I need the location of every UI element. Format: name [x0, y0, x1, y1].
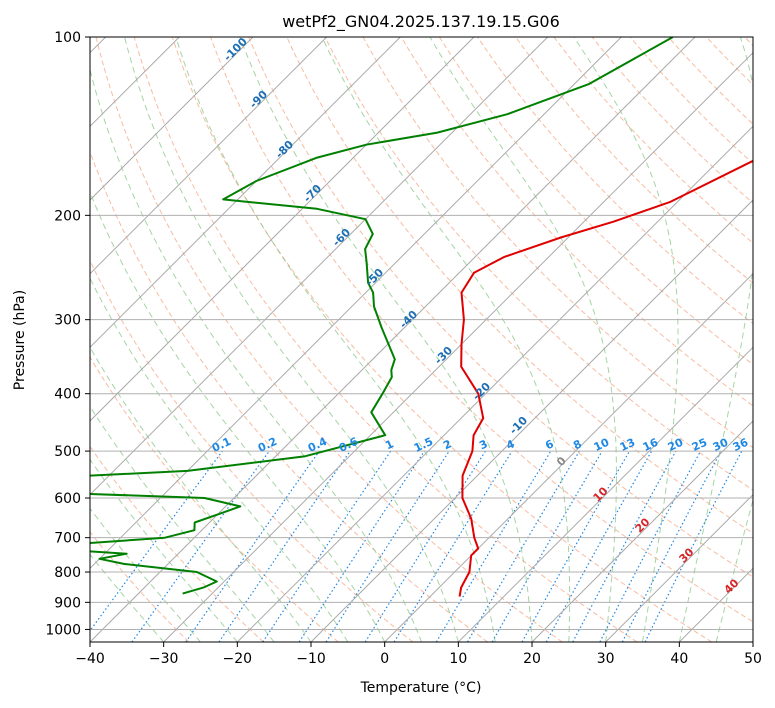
mixing-ratio-label: 30	[711, 436, 731, 454]
mixing-ratio-lines	[90, 450, 743, 642]
moist-adiabat-line	[175, 37, 496, 642]
mixing-ratio-line	[521, 450, 631, 642]
dry-adiabat-line	[133, 37, 638, 642]
dry-adiabat-line	[324, 37, 753, 491]
mixing-ratio-label: 20	[666, 436, 686, 454]
mixing-ratio-label: 16	[641, 436, 661, 454]
moist-adiabat-line	[90, 67, 422, 642]
x-tick-label: −10	[296, 651, 326, 667]
isotherm-line	[90, 37, 475, 422]
y-tick-label: 600	[54, 491, 81, 507]
isotherm-line	[531, 420, 753, 642]
moist-adiabat-line	[90, 507, 201, 642]
mixing-ratio-line	[393, 450, 513, 642]
temperature-profile-line	[458, 159, 753, 597]
moist-adiabat-line	[90, 277, 349, 642]
plot-frame	[89, 36, 754, 643]
x-tick-label: 20	[523, 651, 541, 667]
moist-adiabat-line	[90, 458, 238, 642]
moist-adiabat-line	[90, 405, 275, 642]
x-axis-ticks: −40 −30 −20 −10 0 10 20 30 40 50	[75, 642, 762, 667]
isotherm-line	[605, 493, 753, 642]
dry-adiabat-line	[477, 37, 753, 325]
x-tick-label: −40	[75, 651, 105, 667]
dry-adiabat-line	[286, 37, 753, 534]
mixing-ratio-line	[364, 450, 486, 642]
isotherm-line	[310, 199, 753, 642]
dewpoint-profile-line	[90, 37, 674, 595]
moist-adiabat-line	[573, 37, 679, 642]
x-tick-label: −20	[223, 651, 253, 667]
isotherm-line	[90, 37, 254, 201]
isotherm-line	[163, 51, 753, 642]
dry-adiabat-line	[400, 37, 753, 407]
x-tick-label: 30	[597, 651, 615, 667]
dry-adiabat-line	[90, 150, 488, 642]
mixing-ratio-line	[435, 450, 552, 642]
dry-adiabat-line	[591, 37, 753, 204]
moist-adiabats	[90, 37, 753, 642]
moist-adiabat-line	[90, 553, 165, 642]
isotherm-line	[384, 272, 753, 642]
dry-adiabat-line	[90, 259, 414, 642]
dry-adiabat-line	[90, 356, 339, 642]
dry-adiabat-line	[90, 531, 190, 642]
y-tick-label: 900	[54, 595, 81, 611]
y-tick-label: 300	[54, 313, 81, 329]
y-tick-label: 1000	[45, 622, 81, 638]
isotherm-line	[236, 125, 753, 642]
mixing-ratio-line	[466, 450, 580, 642]
x-tick-label: 10	[449, 651, 467, 667]
x-tick-label: 50	[744, 651, 762, 667]
dry-adiabat-line	[210, 37, 753, 623]
mixing-ratio-line	[572, 450, 677, 642]
moist-adiabat-line	[715, 498, 753, 642]
isotherm-line	[90, 37, 549, 496]
moist-adiabat-line	[124, 37, 459, 642]
x-axis-label: Temperature (°C)	[360, 680, 482, 696]
y-tick-label: 400	[54, 387, 81, 403]
mixing-ratio-line	[185, 450, 320, 642]
chart-title: wetPf2_GN04.2025.137.19.15.G06	[282, 12, 560, 32]
moist-adiabat-line	[429, 37, 617, 642]
x-tick-label: −30	[149, 651, 179, 667]
mixing-ratio-line	[90, 450, 223, 632]
y-tick-label: 100	[54, 30, 81, 46]
y-tick-label: 800	[54, 565, 81, 581]
plot-area: -100-90-80-70-60-50-40-30-20-100.1 0.2 0.4…	[90, 37, 753, 642]
y-tick-label: 200	[54, 208, 81, 224]
dry-adiabat-line	[438, 37, 753, 366]
mixing-ratio-label: 36	[731, 436, 751, 454]
mixing-ratio-line	[131, 450, 270, 642]
isotherm-line	[90, 37, 328, 275]
isotherm-line	[90, 37, 401, 349]
y-tick-label: 700	[54, 531, 81, 547]
mixing-ratio-label: 25	[690, 436, 709, 454]
moist-adiabat-line	[678, 37, 753, 642]
mixing-ratio-label: 10	[592, 436, 612, 454]
dry-adiabat-line	[553, 37, 753, 244]
dry-adiabat-line	[171, 37, 712, 642]
mixing-ratio-line	[491, 450, 603, 642]
moist-adiabat-line	[90, 190, 386, 642]
isotherm-line	[90, 37, 696, 642]
moist-adiabat-line	[321, 37, 571, 642]
y-axis-label: Pressure (hPa)	[12, 290, 28, 390]
y-tick-label: 500	[54, 444, 81, 460]
y-axis-ticks: 100 200 300 400 500 600 700 800 900 1000	[45, 30, 90, 638]
dry-adiabat-line	[248, 37, 753, 578]
x-tick-label: 40	[670, 651, 688, 667]
mixing-ratio-line	[218, 450, 351, 642]
isotherm-line	[457, 346, 753, 642]
x-tick-label: 0	[380, 651, 389, 667]
profile-series	[90, 37, 753, 597]
mixing-ratio-label: 13	[618, 436, 637, 454]
moist-adiabat-line	[239, 37, 533, 642]
mixing-ratio-line	[325, 450, 450, 642]
dry-adiabat-line	[95, 37, 563, 642]
